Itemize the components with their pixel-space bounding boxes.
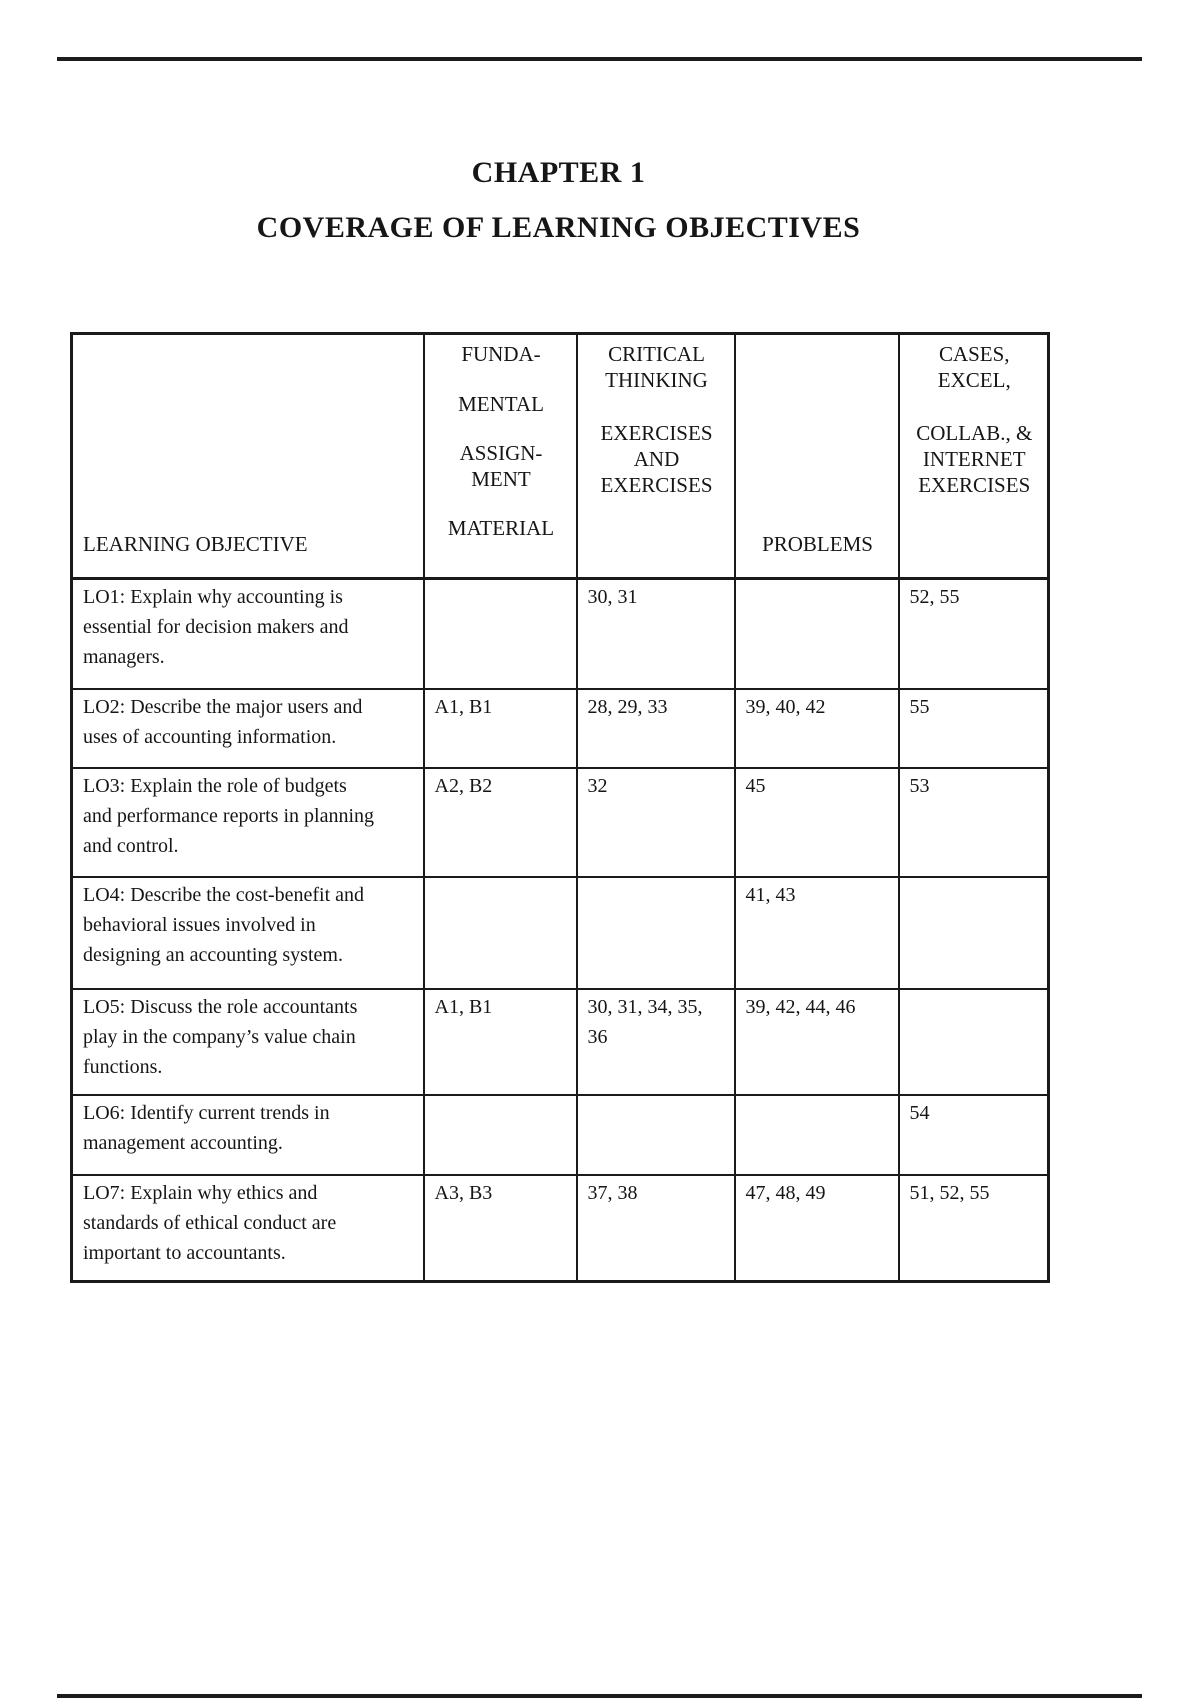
header-line: MENT <box>471 467 531 491</box>
critical-cell: 30, 31 <box>575 577 736 690</box>
objective-cell: LO5: Discuss the role accountants play i… <box>70 987 425 1096</box>
objective-cell: LO4: Describe the cost-benefit and behav… <box>70 875 425 990</box>
critical-cell <box>575 1093 736 1176</box>
objective-line: standards of ethical conduct are <box>83 1211 337 1234</box>
header-line: FUNDA- <box>461 342 541 366</box>
header-line: EXERCISES <box>600 421 713 445</box>
fundamental-cell <box>422 1093 578 1176</box>
objective-line: important to accountants. <box>83 1241 286 1264</box>
header-line: COLLAB., & <box>916 421 1033 445</box>
objective-line: behavioral issues involved in <box>83 913 316 936</box>
table-row: LO1: Explain why accounting is essential… <box>70 577 1050 690</box>
objective-cell: LO6: Identify current trends in manageme… <box>70 1093 425 1176</box>
header-line: CASES, <box>938 342 1010 366</box>
header-line: CRITICAL <box>608 342 705 366</box>
fundamental-cell: A1, B1 <box>422 687 578 769</box>
objective-line: LO7: Explain why ethics and <box>83 1181 318 1204</box>
header-line: AND <box>633 447 680 471</box>
header-cases: CASES, EXCEL, COLLAB., & INTERNET EXERCI… <box>897 332 1050 580</box>
critical-cell: 32 <box>575 766 736 878</box>
objective-line: LO1: Explain why accounting is <box>83 586 343 608</box>
critical-cell: 37, 38 <box>575 1173 736 1283</box>
cases-cell: 53 <box>897 766 1050 878</box>
header-line: INTERNET <box>922 447 1026 471</box>
header-line: MENTAL <box>458 392 544 416</box>
problems-cell: 47, 48, 49 <box>733 1173 900 1283</box>
learning-objectives-table: LEARNING OBJECTIVE FUNDA- MENTAL ASSIGN-… <box>70 332 1050 1283</box>
top-rule <box>57 57 1142 61</box>
cases-cell: 52, 55 <box>897 577 1050 690</box>
header-problems-label: PROBLEMS <box>762 532 873 556</box>
header-problems: PROBLEMS <box>733 332 900 580</box>
objective-line: LO6: Identify current trends in <box>83 1101 330 1124</box>
objective-line: LO5: Discuss the role accountants <box>83 995 358 1018</box>
table-row: LO6: Identify current trends in manageme… <box>70 1093 1050 1176</box>
objective-line: and control. <box>83 834 179 857</box>
cases-cell: 51, 52, 55 <box>897 1173 1050 1283</box>
table-row: LO5: Discuss the role accountants play i… <box>70 987 1050 1096</box>
cases-cell <box>897 875 1050 990</box>
objective-line: management accounting. <box>83 1131 283 1154</box>
header-line: THINKING <box>605 368 708 392</box>
table-row: LO2: Describe the major users and uses o… <box>70 687 1050 769</box>
objective-line: and performance reports in planning <box>83 804 375 827</box>
page-subtitle: COVERAGE OF LEARNING OBJECTIVES <box>256 211 861 244</box>
header-line: MATERIAL <box>447 516 555 540</box>
header-line: EXCEL, <box>937 368 1011 392</box>
objective-cell: LO1: Explain why accounting is essential… <box>70 577 425 690</box>
objective-line: designing an accounting system. <box>83 943 343 966</box>
objective-line: uses of accounting information. <box>83 725 337 748</box>
objective-cell: LO7: Explain why ethics and standards of… <box>70 1173 425 1283</box>
problems-cell: 39, 42, 44, 46 <box>733 987 900 1096</box>
header-line: EXERCISES <box>600 473 713 497</box>
table-row: LO4: Describe the cost-benefit and behav… <box>70 875 1050 990</box>
table-header-row: LEARNING OBJECTIVE FUNDA- MENTAL ASSIGN-… <box>70 332 1050 580</box>
objective-line: managers. <box>83 646 165 668</box>
objective-cell: LO2: Describe the major users and uses o… <box>70 687 425 769</box>
chapter-title: CHAPTER 1 <box>471 156 646 189</box>
objective-line: LO2: Describe the major users and <box>83 695 363 718</box>
problems-cell: 39, 40, 42 <box>733 687 900 769</box>
objective-cell: LO3: Explain the role of budgets and per… <box>70 766 425 878</box>
problems-cell <box>733 577 900 690</box>
header-learning-objective: LEARNING OBJECTIVE <box>70 332 425 580</box>
fundamental-cell: A2, B2 <box>422 766 578 878</box>
critical-cell <box>575 875 736 990</box>
cases-cell: 54 <box>897 1093 1050 1176</box>
objective-line: play in the company’s value chain <box>83 1025 356 1048</box>
table-row: LO7: Explain why ethics and standards of… <box>70 1173 1050 1283</box>
header-critical-thinking: CRITICAL THINKING EXERCISES AND EXERCISE… <box>575 332 736 580</box>
cases-cell: 55 <box>897 687 1050 769</box>
fundamental-cell <box>422 577 578 690</box>
fundamental-cell: A1, B1 <box>422 987 578 1096</box>
header-learning-objective-label: LEARNING OBJECTIVE <box>83 532 308 556</box>
fundamental-cell: A3, B3 <box>422 1173 578 1283</box>
problems-cell: 41, 43 <box>733 875 900 990</box>
header-fundamental: FUNDA- MENTAL ASSIGN- MENT MATERIAL <box>422 332 578 580</box>
objective-line: functions. <box>83 1055 163 1078</box>
objective-line: LO4: Describe the cost-benefit and <box>83 883 365 906</box>
problems-cell: 45 <box>733 766 900 878</box>
cases-cell <box>897 987 1050 1096</box>
header-line: ASSIGN- <box>459 441 543 465</box>
header-line: EXERCISES <box>918 473 1031 497</box>
fundamental-cell <box>422 875 578 990</box>
critical-cell: 30, 31, 34, 35, 36 <box>575 987 736 1096</box>
bottom-rule <box>57 1694 1142 1698</box>
objective-line: LO3: Explain the role of budgets <box>83 774 347 797</box>
problems-cell <box>733 1093 900 1176</box>
title-block: CHAPTER 1 COVERAGE OF LEARNING OBJECTIVE… <box>70 158 1047 243</box>
critical-cell: 28, 29, 33 <box>575 687 736 769</box>
objective-line: essential for decision makers and <box>83 616 349 638</box>
table-row: LO3: Explain the role of budgets and per… <box>70 766 1050 878</box>
